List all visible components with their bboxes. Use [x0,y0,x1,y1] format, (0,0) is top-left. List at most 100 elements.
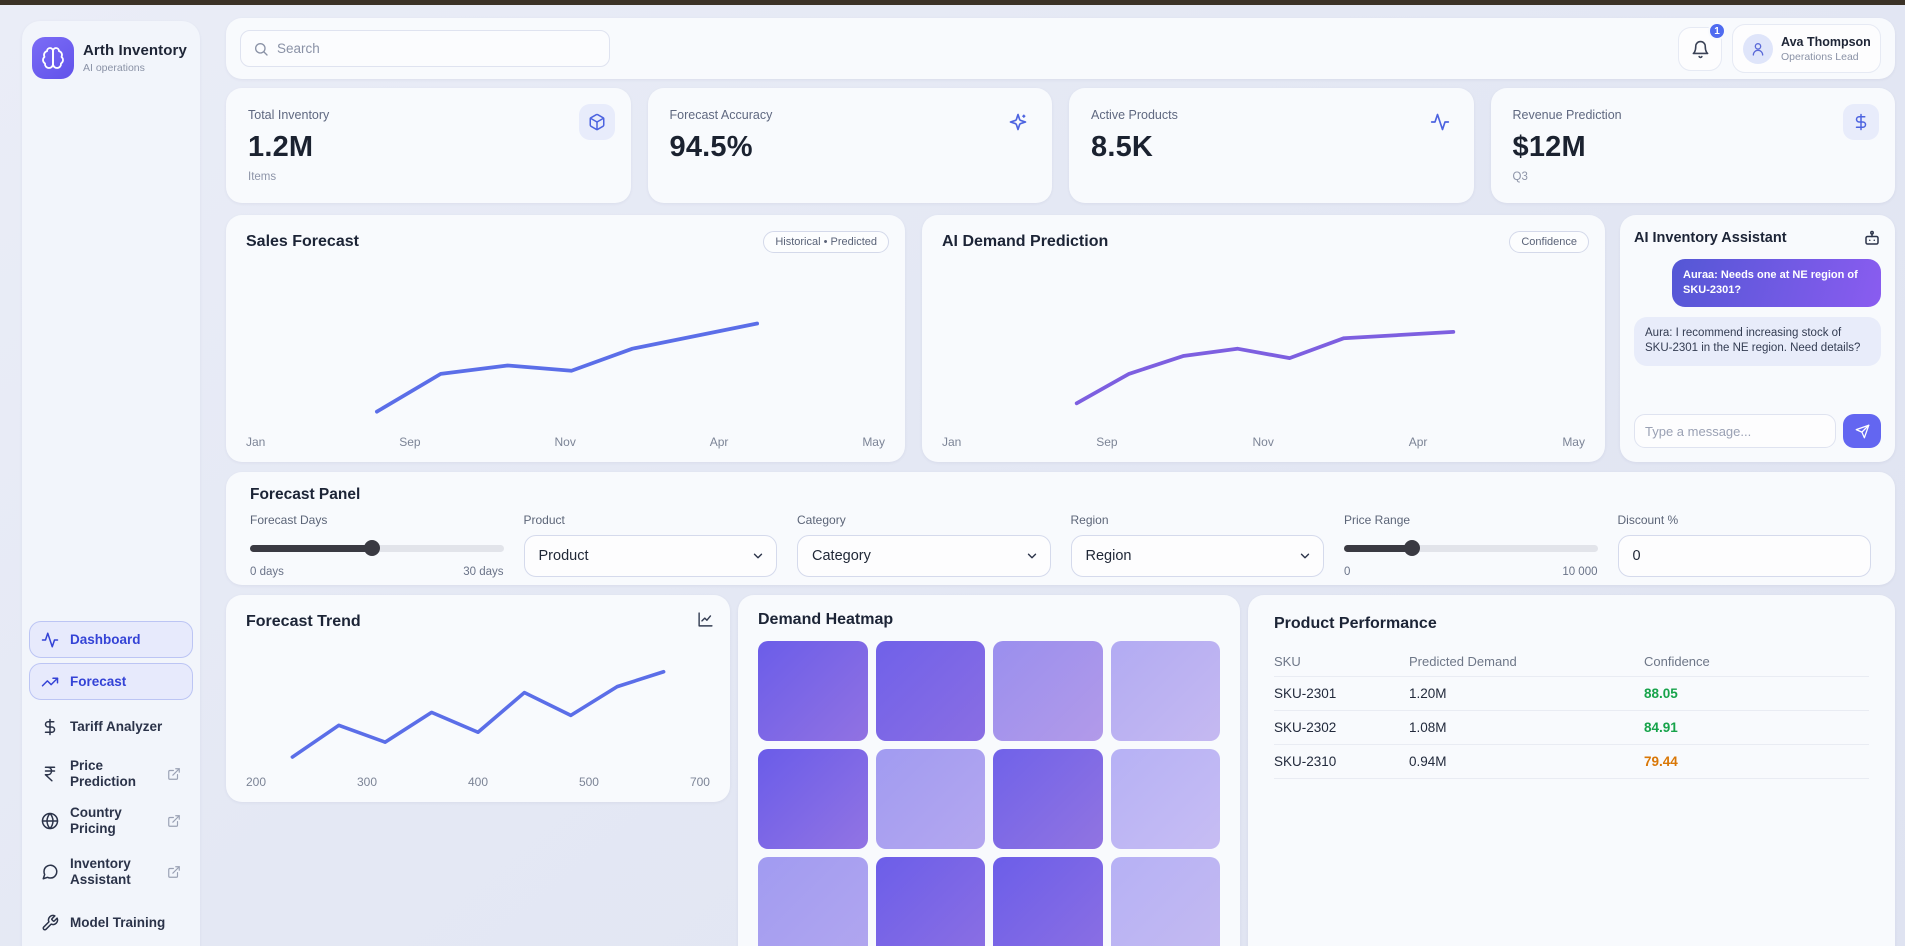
sidebar-nav: Dashboard Forecast Tariff Analyzer Price… [29,621,193,946]
sidebar-item-forecast[interactable]: Forecast [29,663,193,700]
heatmap-cell[interactable] [993,749,1103,849]
select-value: Product [538,548,589,564]
user-name: Ava Thompson [1781,34,1871,49]
chart-title: AI Demand Prediction [942,233,1109,250]
heatmap-cell[interactable] [875,857,985,946]
brand-text: Arth Inventory AI operations [83,42,187,74]
bell-icon [1691,40,1710,59]
send-icon [1855,424,1870,439]
sidebar: Arth Inventory AI operations Dashboard F… [22,21,200,946]
category-control: Category Category [797,513,1051,578]
sidebar-item-country-pricing[interactable]: Country Pricing [29,799,193,843]
robot-icon [1863,229,1881,247]
x-axis: Jan Sep Nov Apr May [246,435,885,449]
price-range-slider[interactable] [1344,535,1598,561]
topbar: 1 Ava Thompson Operations Lead [226,18,1895,79]
heatmap-cell[interactable] [758,749,868,849]
sidebar-item-label: Forecast [70,673,127,689]
stat-total-inventory: Total Inventory 1.2M Items [226,88,631,203]
control-label: Discount % [1617,513,1679,527]
confidence-cell: 84.91 [1644,720,1678,735]
control-label: Category [797,513,846,527]
region-control: Region Region [1070,513,1324,578]
table-row[interactable]: SKU-2301 1.20M 88.05 [1274,677,1869,711]
slider-minmax: 0 10 000 [1344,566,1598,578]
send-button[interactable] [1843,414,1881,448]
heatmap-cell[interactable] [993,857,1103,946]
table-row[interactable]: SKU-2310 0.94M 79.44 [1274,745,1869,779]
category-select[interactable]: Category [797,535,1051,577]
stat-value: $12M [1512,131,1586,163]
sidebar-item-price-prediction[interactable]: Price Prediction [29,752,193,796]
sku-cell: SKU-2310 [1274,754,1337,769]
heatmap-cell[interactable] [758,857,868,946]
table-row[interactable]: SKU-2302 1.08M 84.91 [1274,711,1869,745]
product-select[interactable]: Product [523,535,777,577]
stat-label: Forecast Accuracy [669,108,773,122]
sidebar-item-tariff-analyzer[interactable]: Tariff Analyzer [29,705,193,749]
discount-input[interactable] [1617,535,1871,577]
region-select[interactable]: Region [1070,535,1324,577]
control-label: Region [1070,513,1109,527]
line-chart-icon [697,611,714,628]
chat-icon [41,863,59,881]
forecast-days-slider[interactable] [250,535,504,561]
user-menu[interactable]: Ava Thompson Operations Lead [1732,24,1881,73]
column-header: Predicted Demand [1409,654,1517,669]
search-box [240,30,610,67]
heatmap-cell[interactable] [993,641,1103,741]
stat-cards: Total Inventory 1.2M Items Forecast Accu… [226,88,1895,203]
column-header: SKU [1274,654,1301,669]
heatmap-cell[interactable] [875,641,985,741]
stat-value: 94.5% [669,131,753,163]
ai-assistant-card: AI Inventory Assistant Auraa: Needs one … [1620,215,1895,462]
sidebar-item-label: Tariff Analyzer [70,719,163,735]
chat-input[interactable] [1634,414,1836,448]
heatmap-cell[interactable] [875,749,985,849]
demand-prediction-line [1074,330,1456,406]
sidebar-item-inventory-assistant[interactable]: Inventory Assistant [29,846,193,898]
demand-cell: 1.08M [1409,720,1447,735]
stat-sub: Items [248,171,277,183]
demand-prediction-card: AI Demand Prediction Confidence Jan Sep … [922,215,1605,462]
sales-forecast-line [374,321,759,414]
stat-value: 1.2M [248,131,314,163]
sku-cell: SKU-2301 [1274,686,1337,701]
slider-thumb[interactable] [1404,540,1421,556]
heatmap-cell[interactable] [1110,641,1220,741]
notifications-button[interactable]: 1 [1678,22,1726,71]
slider-thumb[interactable] [363,540,380,556]
x-tick: Nov [554,435,576,449]
heatmap-cell[interactable] [758,641,868,741]
x-axis: 200 300 400 500 700 [246,775,710,789]
slider-track[interactable] [1344,545,1598,552]
sidebar-item-dashboard[interactable]: Dashboard [29,621,193,658]
heatmap-cell[interactable] [1110,749,1220,849]
assistant-header: AI Inventory Assistant [1634,229,1881,247]
forecast-days-control: Forecast Days 0 days 30 days [250,513,504,578]
panel-controls: Forecast Days 0 days 30 days Product Pro… [250,513,1871,578]
heatmap-cell[interactable] [1110,857,1220,946]
stat-forecast-accuracy: Forecast Accuracy 94.5% [647,88,1052,203]
slider-minmax: 0 days 30 days [250,566,504,578]
slider-max: 30 days [463,566,504,578]
activity-icon [41,631,59,649]
x-tick: Apr [1408,435,1428,449]
stat-value: 8.5K [1091,131,1154,163]
window-top-strip [0,0,1905,5]
dollar-icon [41,718,59,736]
sidebar-item-label: Price Prediction [70,758,137,789]
x-tick: 400 [467,775,488,789]
stat-label: Active Products [1091,108,1178,122]
search-input[interactable] [277,41,597,56]
brain-logo-icon [32,37,74,79]
user-text: Ava Thompson Operations Lead [1781,35,1871,63]
x-axis: Jan Sep Nov Apr May [942,435,1585,449]
chevron-down-icon [1298,549,1312,563]
forecast-trend-plot [246,643,710,762]
globe-icon [41,812,59,830]
sidebar-item-model-training[interactable]: Model Training [29,901,193,945]
select-value: Category [812,548,871,564]
chat-message-user: Auraa: Needs one at NE region of SKU-230… [1672,259,1881,307]
